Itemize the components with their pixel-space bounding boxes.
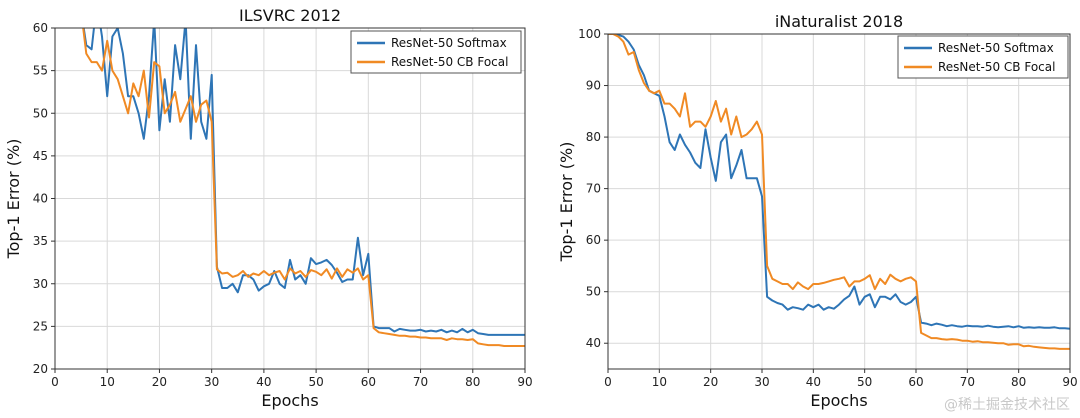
x-tick-label: 60: [361, 375, 376, 389]
x-tick-label: 70: [413, 375, 428, 389]
x-tick-label: 90: [517, 375, 532, 389]
x-tick-label: 40: [256, 375, 271, 389]
y-tick-label: 60: [33, 21, 48, 35]
y-tick-label: 90: [586, 79, 601, 93]
x-tick-label: 0: [51, 375, 59, 389]
y-tick-label: 30: [33, 277, 48, 291]
y-axis-title: Top-1 Error (%): [4, 139, 23, 260]
x-tick-label: 30: [754, 375, 769, 389]
y-tick-label: 25: [33, 319, 48, 333]
y-tick-label: 40: [33, 192, 48, 206]
plot-area: [608, 34, 1070, 369]
x-tick-label: 50: [857, 375, 872, 389]
y-tick-label: 35: [33, 234, 48, 248]
x-axis-title: Epochs: [261, 391, 318, 410]
y-tick-label: 40: [586, 336, 601, 350]
legend-label-softmax: ResNet-50 Softmax: [938, 41, 1054, 55]
x-axis-title: Epochs: [810, 391, 867, 410]
axes-frame: [607, 33, 1071, 370]
inaturalist-chart: 0 10 20 30 40 50 60 70 80 90 40 50 60 70 80 90 100 iNatur…: [557, 12, 1078, 410]
legend: ResNet-50 Softmax ResNet-50 CB Focal: [897, 35, 1069, 79]
x-tick-label: 0: [604, 375, 612, 389]
x-tick-label: 20: [152, 375, 167, 389]
x-tick-label: 50: [308, 375, 323, 389]
watermark: @稀土掘金技术社区: [944, 397, 1070, 413]
y-tick-label: 60: [586, 233, 601, 247]
y-tick-label: 50: [586, 285, 601, 299]
y-tick-label: 100: [578, 27, 601, 41]
y-tick-label: 50: [33, 106, 48, 120]
x-tick-label: 10: [100, 375, 115, 389]
x-tick-label: 40: [806, 375, 821, 389]
legend: ResNet-50 Softmax ResNet-50 CB Focal: [350, 30, 522, 74]
y-tick-label: 45: [33, 149, 48, 163]
x-tick-label: 60: [908, 375, 923, 389]
x-tick-label: 90: [1062, 375, 1077, 389]
x-tick-label: 70: [960, 375, 975, 389]
series-line-softmax: [82, 28, 525, 336]
x-tick-label: 80: [1011, 375, 1026, 389]
series-line-cb-focal: [608, 34, 1070, 350]
series-line-softmax: [608, 34, 1070, 330]
legend-label-cb-focal: ResNet-50 CB Focal: [391, 55, 508, 69]
series-line-cb-focal: [82, 28, 525, 347]
legend-label-cb-focal: ResNet-50 CB Focal: [938, 60, 1055, 74]
y-tick-label: 80: [586, 130, 601, 144]
legend-box: [897, 35, 1069, 79]
y-axis-title: Top-1 Error (%): [557, 142, 576, 263]
y-tick-label: 70: [586, 182, 601, 196]
y-tick-label: 20: [33, 362, 48, 376]
ilsvrc-chart: 0 10 20 30 40 50 60 70 80 90 20 25 30 35 40 45 50 55 60 ILS…: [4, 6, 533, 410]
legend-box: [350, 30, 522, 74]
chart-title: iNaturalist 2018: [775, 12, 903, 31]
x-tick-label: 80: [465, 375, 480, 389]
x-tick-label: 20: [703, 375, 718, 389]
x-tick-label: 30: [204, 375, 219, 389]
chart-title: ILSVRC 2012: [239, 6, 341, 25]
y-tick-label: 55: [33, 64, 48, 78]
legend-label-softmax: ResNet-50 Softmax: [391, 36, 507, 50]
x-tick-label: 10: [652, 375, 667, 389]
